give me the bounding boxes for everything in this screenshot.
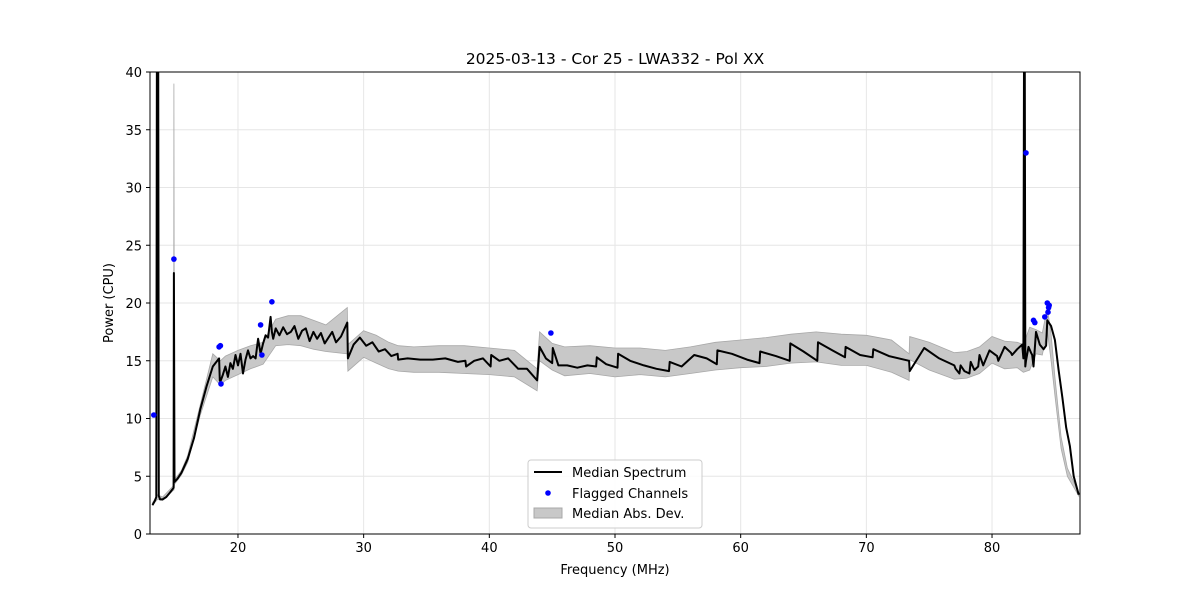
legend-band-swatch	[533, 507, 563, 519]
flagged-channel-point	[548, 330, 554, 336]
y-axis-ticks: 0 5 10 15 20 25 30 35 40	[125, 66, 150, 543]
legend-box	[527, 459, 703, 529]
x-axis-ticks: 20 30 40 50 60 70 80	[230, 534, 1001, 556]
chart-title: 2025-03-13 - Cor 25 - LWA332 - Pol XX	[466, 50, 765, 68]
y-tick-label: 0	[134, 528, 142, 543]
flagged-channel-point	[1023, 150, 1029, 156]
y-tick-label: 5	[134, 470, 142, 485]
median-spectrum-line	[151, 72, 1080, 506]
y-tick-label: 40	[125, 66, 142, 81]
flagged-channel-point	[218, 381, 224, 387]
x-axis-label: Frequency (MHz)	[560, 563, 669, 578]
x-tick-label: 40	[481, 541, 498, 556]
flagged-channel-point	[1032, 319, 1038, 326]
x-tick-label: 80	[984, 541, 1001, 556]
y-tick-label: 20	[125, 297, 142, 312]
y-tick-label: 35	[125, 124, 142, 139]
flagged-channel-point	[1045, 309, 1051, 316]
x-tick-label: 60	[732, 541, 749, 556]
flagged-channel-point	[171, 256, 177, 262]
plot-area	[151, 72, 1080, 507]
x-tick-label: 20	[230, 541, 247, 556]
flagged-channel-point	[259, 352, 265, 358]
flagged-channel-point	[1042, 314, 1048, 320]
mad-band	[152, 83, 1080, 507]
legend-median-abs-dev: Median Abs. Dev.	[572, 507, 684, 522]
legend-dot-swatch	[545, 490, 551, 496]
flagged-channel-point	[269, 299, 275, 305]
y-axis-label: Power (CPU)	[102, 263, 117, 343]
y-tick-label: 25	[125, 239, 142, 254]
flagged-channel-point	[257, 322, 264, 328]
x-tick-label: 70	[858, 541, 875, 556]
x-tick-label: 50	[607, 541, 624, 556]
y-tick-label: 30	[125, 182, 142, 197]
x-tick-label: 30	[355, 541, 372, 556]
legend: Median Spectrum Flagged Channels Median …	[527, 459, 703, 529]
y-tick-label: 10	[125, 413, 142, 428]
flagged-channel-point	[217, 342, 224, 349]
flagged-channel-point	[1046, 302, 1052, 309]
legend-flagged-channels: Flagged Channels	[572, 487, 688, 502]
legend-median-spectrum: Median Spectrum	[572, 466, 686, 481]
y-tick-label: 15	[125, 355, 142, 370]
flagged-channel-point	[151, 412, 157, 418]
